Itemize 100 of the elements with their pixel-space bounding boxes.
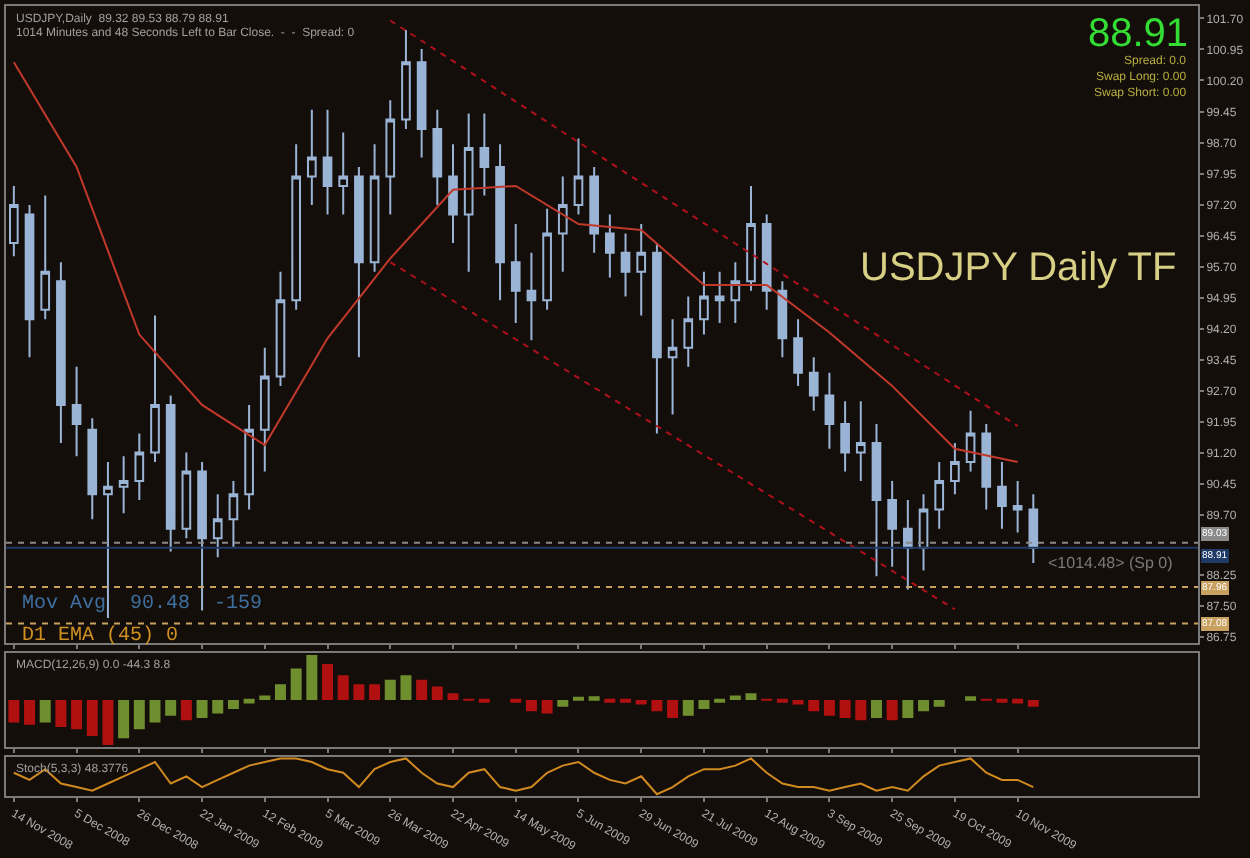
bar xyxy=(635,699,647,705)
bar xyxy=(1012,698,1024,704)
candlestick xyxy=(667,318,678,416)
bar xyxy=(823,699,835,716)
candlestick xyxy=(275,270,286,387)
candlestick xyxy=(40,194,51,321)
bar xyxy=(133,699,145,730)
bar xyxy=(71,699,83,730)
bar xyxy=(651,699,663,712)
bar xyxy=(290,668,302,700)
candlestick xyxy=(71,365,82,458)
bar xyxy=(196,699,208,718)
candlestick xyxy=(103,461,113,620)
candlestick xyxy=(495,143,505,302)
annotation: 88.91 xyxy=(1088,12,1189,56)
bar xyxy=(839,699,851,718)
candlestick xyxy=(291,143,301,311)
bar xyxy=(808,699,820,712)
bar xyxy=(902,699,914,718)
candlestick xyxy=(636,223,647,317)
candlestick xyxy=(212,493,223,559)
annotation: <1014.48> (Sp 0) xyxy=(1048,554,1174,572)
candlestick xyxy=(401,29,411,130)
candlestick xyxy=(322,108,333,216)
candlestick xyxy=(354,165,364,359)
candlestick xyxy=(181,451,192,540)
annotation: USDJPY Daily TF xyxy=(860,246,1177,290)
candlestick xyxy=(479,112,490,197)
bar xyxy=(447,693,459,700)
bar xyxy=(102,699,114,745)
candlestick xyxy=(134,432,145,502)
bar xyxy=(431,686,443,700)
candlestick xyxy=(432,108,443,207)
annotation: D1 EMA (45) 0 xyxy=(22,624,179,648)
candlestick xyxy=(165,394,176,553)
candlestick xyxy=(244,403,254,511)
candlestick xyxy=(87,417,98,521)
bar xyxy=(227,699,239,709)
candlestick xyxy=(950,442,960,496)
bar xyxy=(855,699,867,721)
candlestick xyxy=(934,461,945,530)
bar xyxy=(24,699,36,725)
bar xyxy=(1027,699,1039,707)
candlestick xyxy=(903,499,913,591)
candlestick xyxy=(730,261,741,324)
candlestick xyxy=(761,213,772,311)
candlestick xyxy=(307,108,317,207)
candlestick xyxy=(448,143,458,245)
candlestick xyxy=(150,314,160,464)
bar xyxy=(870,699,882,718)
candlestick xyxy=(228,480,239,549)
candlestick xyxy=(416,48,427,159)
bar xyxy=(8,699,20,723)
candlestick xyxy=(871,422,882,578)
candlestick xyxy=(1028,493,1039,564)
candlestick xyxy=(793,318,803,387)
candlestick xyxy=(777,280,788,359)
candlestick xyxy=(56,261,66,444)
bar xyxy=(557,699,569,707)
candlestick xyxy=(24,204,35,359)
candlestick xyxy=(118,455,129,515)
candlestick xyxy=(589,165,599,254)
candlestick xyxy=(824,371,835,450)
bar xyxy=(322,664,334,700)
candlestick xyxy=(463,112,474,273)
bar xyxy=(792,699,804,705)
candlestick xyxy=(808,356,819,412)
candlestick xyxy=(840,400,850,473)
bar xyxy=(86,699,98,736)
bar xyxy=(353,684,365,700)
bar xyxy=(274,684,286,700)
bar xyxy=(918,699,930,712)
annotation: Mov Avg 90.48 -159 xyxy=(22,594,263,616)
bar xyxy=(745,693,757,700)
candlestick xyxy=(573,137,584,216)
candlestick xyxy=(369,143,380,273)
bar xyxy=(212,699,224,714)
candlestick xyxy=(338,131,349,216)
candlestick xyxy=(714,270,725,324)
bar xyxy=(118,699,130,739)
candlestick xyxy=(997,461,1007,530)
candlestick xyxy=(652,242,662,435)
bar xyxy=(306,655,318,700)
candlestick xyxy=(9,185,19,258)
bar xyxy=(384,679,396,700)
bar xyxy=(39,699,51,723)
bar xyxy=(886,699,898,721)
line-series xyxy=(12,61,1019,464)
candlestick xyxy=(918,493,929,572)
candlestick xyxy=(197,461,207,612)
candlestick xyxy=(605,213,615,279)
bar xyxy=(400,675,412,700)
candlestick xyxy=(965,409,976,473)
candlestick xyxy=(855,400,866,483)
candlestick xyxy=(510,223,521,324)
bar xyxy=(243,698,255,704)
candlestick xyxy=(887,480,897,568)
bar xyxy=(698,699,710,709)
candlestick xyxy=(259,346,270,473)
bar xyxy=(337,675,349,700)
